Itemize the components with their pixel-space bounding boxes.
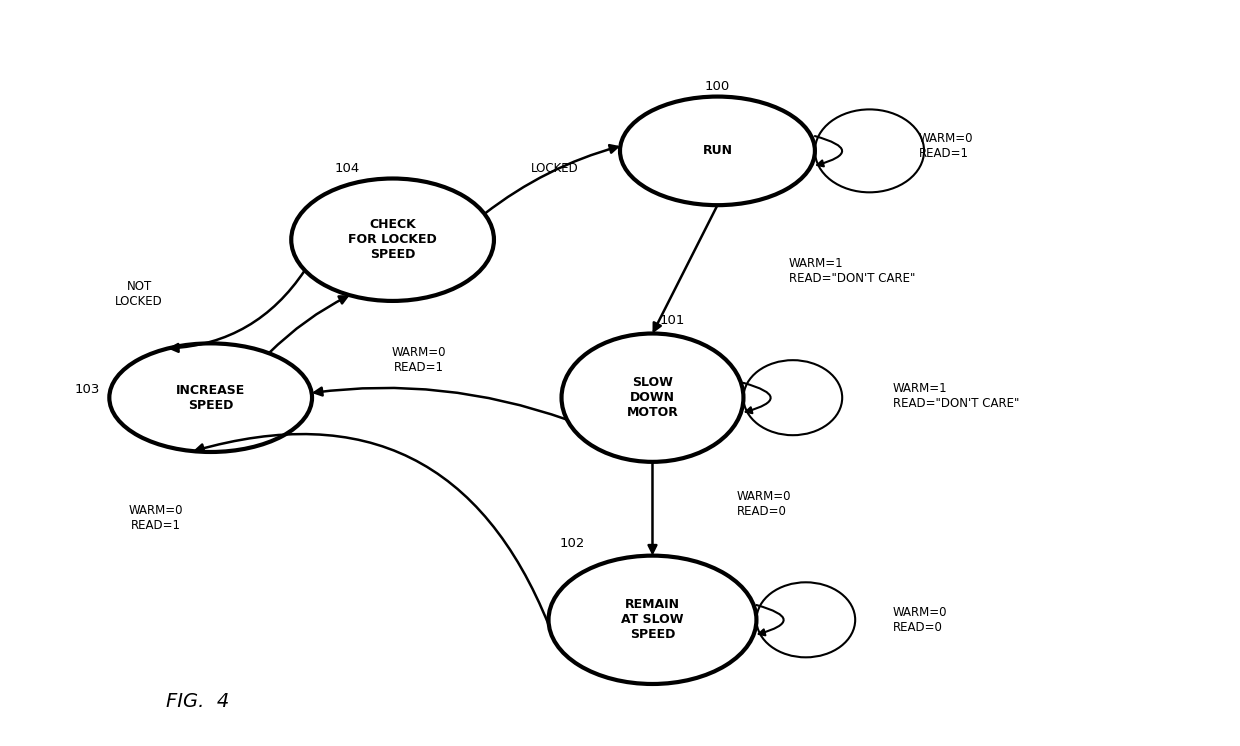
FancyArrowPatch shape [171, 270, 305, 352]
Text: WARM=1
READ="DON'T CARE": WARM=1 READ="DON'T CARE" [893, 382, 1019, 410]
Text: WARM=0
READ=0: WARM=0 READ=0 [893, 606, 947, 634]
FancyArrowPatch shape [269, 296, 347, 353]
Text: WARM=0
READ=0: WARM=0 READ=0 [737, 490, 791, 518]
FancyArrowPatch shape [815, 136, 842, 166]
Text: 100: 100 [704, 80, 730, 93]
Text: WARM=0
READ=1: WARM=0 READ=1 [919, 132, 973, 160]
Text: SLOW
DOWN
MOTOR: SLOW DOWN MOTOR [626, 376, 678, 419]
Circle shape [756, 583, 856, 657]
Text: LOCKED: LOCKED [531, 162, 579, 175]
Text: 103: 103 [74, 383, 100, 396]
FancyArrowPatch shape [756, 605, 784, 636]
Text: 101: 101 [660, 314, 684, 327]
Ellipse shape [562, 333, 744, 462]
Text: REMAIN
AT SLOW
SPEED: REMAIN AT SLOW SPEED [621, 598, 683, 642]
FancyArrowPatch shape [315, 388, 567, 420]
Ellipse shape [548, 556, 756, 684]
Ellipse shape [291, 178, 494, 301]
Text: WARM=0
READ=1: WARM=0 READ=1 [392, 346, 446, 374]
FancyArrowPatch shape [196, 434, 549, 625]
Circle shape [744, 360, 842, 435]
Text: 104: 104 [335, 162, 360, 175]
Text: CHECK
FOR LOCKED
SPEED: CHECK FOR LOCKED SPEED [348, 219, 436, 261]
Text: 102: 102 [559, 537, 584, 551]
Text: WARM=1
READ="DON'T CARE": WARM=1 READ="DON'T CARE" [789, 257, 915, 285]
Ellipse shape [109, 343, 312, 452]
Text: RUN: RUN [702, 145, 733, 157]
Text: INCREASE
SPEED: INCREASE SPEED [176, 383, 246, 412]
Circle shape [815, 110, 924, 192]
Ellipse shape [620, 96, 815, 205]
FancyArrowPatch shape [649, 462, 656, 553]
Text: FIG.  4: FIG. 4 [166, 692, 229, 711]
FancyArrowPatch shape [653, 205, 718, 331]
FancyArrowPatch shape [485, 145, 618, 214]
FancyArrowPatch shape [744, 383, 771, 413]
Text: NOT
LOCKED: NOT LOCKED [115, 280, 164, 308]
Text: WARM=0
READ=1: WARM=0 READ=1 [129, 504, 184, 532]
